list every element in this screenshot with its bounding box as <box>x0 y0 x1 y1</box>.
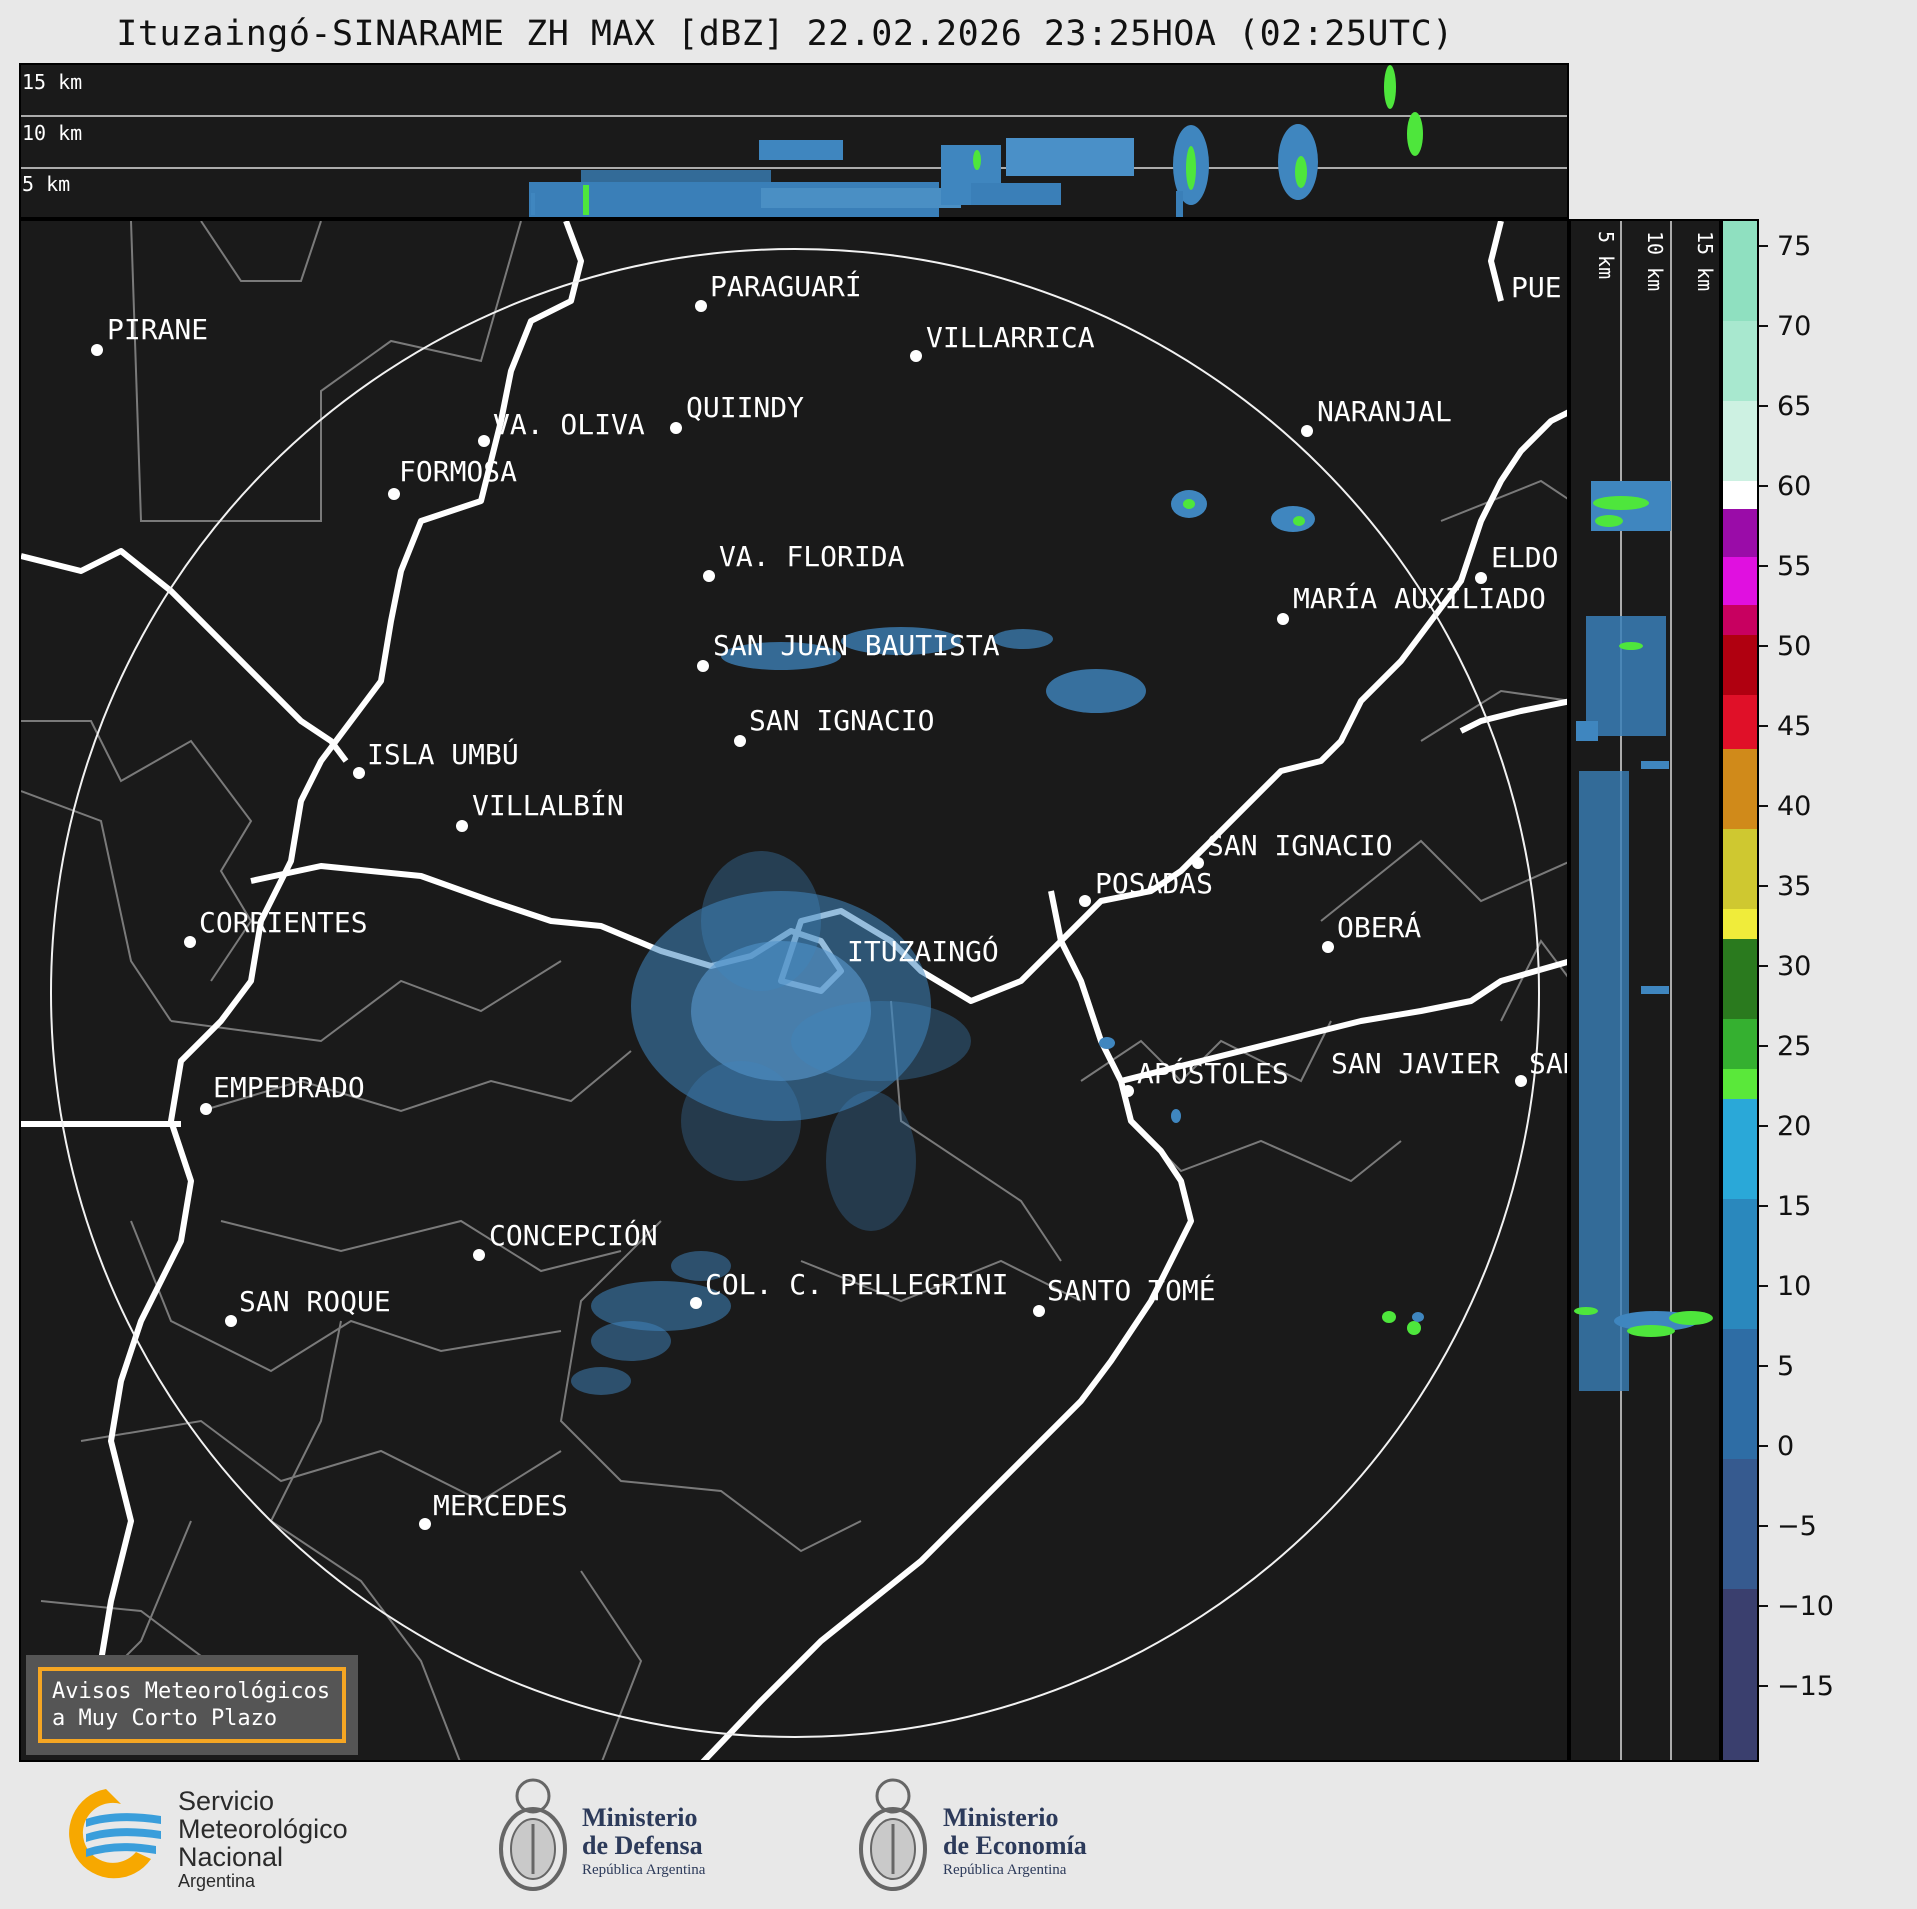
label-san-roque: SAN ROQUE <box>239 1285 391 1318</box>
economia-line-1: Ministerio <box>943 1803 1059 1832</box>
top-profile-echoes <box>529 65 1423 217</box>
economia-seal-icon <box>859 1778 927 1891</box>
label-col-pellegrini: COL. C. PELLEGRINI <box>705 1268 1008 1301</box>
map-title: Ituzaingó-SINARAME ZH MAX [dBZ] 22.02.20… <box>116 14 1454 54</box>
label-ituzaingo: ITUZAINGÓ <box>847 934 999 968</box>
radar-echoes <box>571 490 1424 1395</box>
label-paraguari: PARAGUARÍ <box>710 269 862 303</box>
defensa-text: Ministerio de Defensa República Argentin… <box>582 1804 705 1880</box>
label-puerto: PUE <box>1511 271 1562 304</box>
label-san-ignacio-py: SAN IGNACIO <box>749 704 934 737</box>
label-obera: OBERÁ <box>1337 910 1421 944</box>
top-label-10km: 10 km <box>22 121 82 145</box>
label-mercedes: MERCEDES <box>433 1489 568 1522</box>
side-label-5km: 5 km <box>1594 231 1618 279</box>
label-san-javier: SAN JAVIER <box>1331 1047 1500 1080</box>
colorbar-ticks: 75 70 65 60 55 50 45 40 35 30 25 20 15 1… <box>1759 219 1879 1762</box>
label-pirane: PIRANE <box>107 313 208 346</box>
alert-box[interactable]: Avisos Meteorológicos a Muy Corto Plazo <box>26 1655 358 1755</box>
smn-logo-text: Servicio Meteorológico Nacional Argentin… <box>178 1787 348 1891</box>
label-maria-auxiliadora: MARÍA AUXILIADO <box>1293 581 1546 615</box>
label-formosa: FORMOSA <box>399 455 517 488</box>
label-apostoles: APÓSTOLES <box>1137 1056 1289 1090</box>
label-posadas: POSADAS <box>1095 867 1213 900</box>
smn-line-2: Meteorológico <box>178 1814 348 1844</box>
side-profile-svg: 5 km 10 km 15 km <box>1574 221 1717 1760</box>
dbz-colorbar <box>1721 219 1759 1762</box>
label-quiindy: QUIINDY <box>686 391 804 424</box>
alert-line-1: Avisos Meteorológicos <box>52 1679 331 1704</box>
label-empedrado: EMPEDRADO <box>213 1071 365 1104</box>
defensa-line-3: República Argentina <box>582 1862 706 1878</box>
radar-range-ring <box>50 248 1540 1738</box>
defensa-line-2: de Defensa <box>582 1831 703 1860</box>
label-san-edge: SAN <box>1529 1047 1569 1080</box>
smn-line-3: Nacional <box>178 1842 284 1872</box>
label-isla-umbu: ISLA UMBÚ <box>367 737 519 771</box>
smn-line-4: Argentina <box>178 1871 256 1891</box>
label-concepcion: CONCEPCIÓN <box>489 1218 658 1252</box>
alert-box-frame: Avisos Meteorológicos a Muy Corto Plazo <box>38 1667 346 1743</box>
label-san-juan-bautista: SAN JUAN BAUTISTA <box>713 629 1000 662</box>
label-va-oliva: VA. OLIVA <box>493 408 645 441</box>
alert-line-2: a Muy Corto Plazo <box>52 1706 278 1731</box>
smn-logo-icon <box>69 1789 161 1879</box>
label-villalbin: VILLALBÍN <box>472 788 624 822</box>
colorbar-gradient <box>1723 221 1757 1760</box>
smn-line-1: Servicio <box>178 1786 275 1816</box>
label-corrientes: CORRIENTES <box>199 906 368 939</box>
label-eldorado: ELDO <box>1491 541 1558 574</box>
smn-logo <box>56 1784 166 1884</box>
defensa-seal-icon <box>499 1778 567 1891</box>
label-va-florida: VA. FLORIDA <box>719 540 905 573</box>
footer: Servicio Meteorológico Nacional Argentin… <box>0 1762 1917 1909</box>
top-label-15km: 15 km <box>22 70 82 94</box>
economia-line-3: República Argentina <box>943 1862 1067 1878</box>
top-label-5km: 5 km <box>22 172 70 196</box>
top-height-profile: 15 km 10 km 5 km <box>19 63 1569 219</box>
radar-map-svg: PIRANE PARAGUARÍ VILLARRICA QUIINDY VA. … <box>21 221 1569 1760</box>
economia-text: Ministerio de Economía República Argenti… <box>943 1804 1087 1880</box>
label-santo-tome: SANTO TOMÉ <box>1047 1273 1216 1307</box>
side-label-15km: 15 km <box>1693 231 1717 291</box>
economia-line-2: de Economía <box>943 1831 1087 1860</box>
label-villarrica: VILLARRICA <box>926 321 1095 354</box>
defensa-seal <box>493 1774 573 1896</box>
label-naranjal: NARANJAL <box>1317 395 1452 428</box>
radar-map[interactable]: PIRANE PARAGUARÍ VILLARRICA QUIINDY VA. … <box>19 219 1569 1762</box>
economia-seal <box>853 1774 933 1896</box>
side-profile-echoes <box>1574 481 1713 1391</box>
side-height-profile: 5 km 10 km 15 km <box>1569 219 1721 1762</box>
top-profile-svg: 15 km 10 km 5 km <box>21 65 1567 217</box>
side-label-10km: 10 km <box>1643 231 1667 291</box>
city-markers <box>91 300 1527 1530</box>
defensa-line-1: Ministerio <box>582 1803 698 1832</box>
label-san-ignacio-ar: SAN IGNACIO <box>1207 829 1392 862</box>
